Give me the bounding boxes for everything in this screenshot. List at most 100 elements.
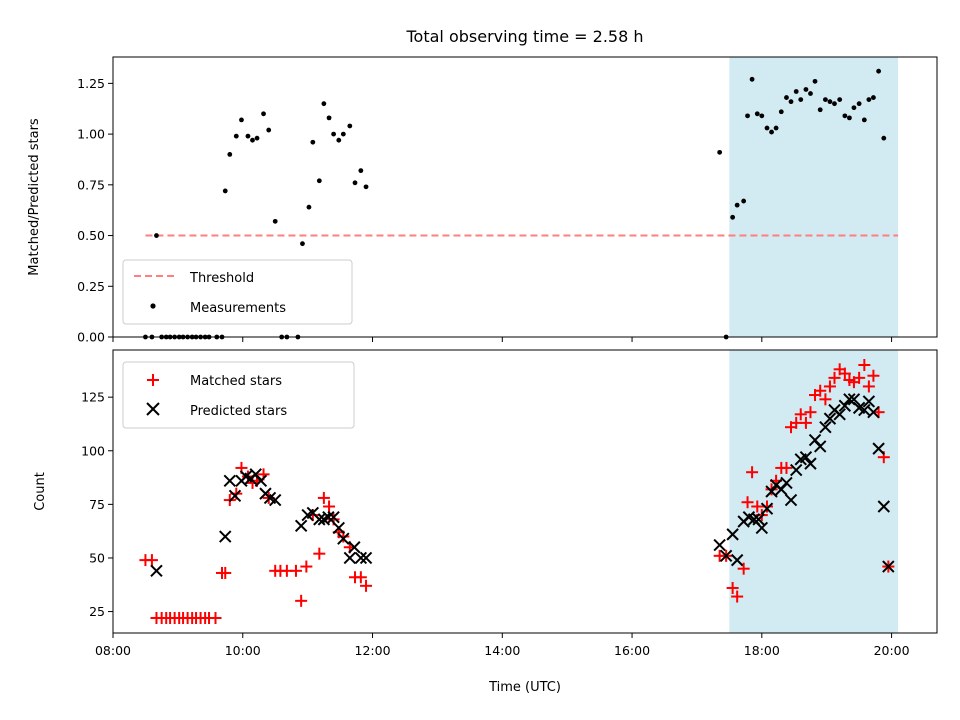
count-plot-frame: [112, 349, 938, 634]
matched-star-point: [862, 380, 875, 393]
measurement-point: [310, 139, 316, 145]
legend-predicted-swatch: [146, 402, 160, 416]
measurement-point: [759, 113, 765, 119]
matched-star-point: [853, 371, 866, 384]
measurement-point: [227, 151, 233, 157]
ratio-legend: Threshold Measurements: [122, 259, 353, 325]
predicted-star-point: [872, 442, 885, 455]
predicted-star-point: [294, 519, 308, 533]
legend-predicted-label: Predicted stars: [190, 404, 287, 419]
matched-star-point: [731, 590, 744, 603]
measurement-point: [798, 97, 804, 103]
observing-window-span-bottom: [729, 350, 899, 633]
measurement-point: [347, 123, 353, 129]
measurement-point: [803, 87, 809, 92]
predicted-star-point: [713, 538, 726, 552]
measurement-point: [769, 129, 774, 135]
ratio-y-tick-label: 0.75: [77, 177, 105, 192]
measurement-point: [358, 168, 364, 174]
predicted-star-point: [823, 412, 837, 425]
predicted-star-point: [882, 560, 895, 573]
measurement-point: [340, 131, 346, 137]
predicted-star-point: [780, 476, 793, 490]
measurement-point: [866, 97, 872, 103]
measurement-point: [222, 188, 228, 194]
predicted-star-point: [150, 564, 163, 578]
measurement-point: [856, 101, 862, 107]
matched-star-point: [746, 466, 759, 479]
ratio-y-axis-label: Matched/Predicted stars: [27, 118, 42, 276]
measurement-point: [871, 95, 876, 100]
measurement-point: [881, 135, 887, 141]
matched-star-point: [737, 562, 750, 575]
measurement-point: [352, 180, 358, 186]
measurement-point: [734, 202, 740, 208]
measurement-point: [272, 218, 278, 224]
measurement-point: [861, 117, 867, 123]
ratio-legend-box: [122, 259, 353, 325]
measurement-point: [363, 184, 369, 190]
predicted-star-point: [223, 474, 236, 487]
measurement-point: [754, 111, 760, 117]
predicted-star-point: [760, 502, 774, 515]
predicted-star-point: [877, 500, 891, 513]
predicted-star-point: [784, 493, 798, 507]
measurement-point: [851, 105, 857, 111]
measurement-point: [254, 135, 260, 141]
ratio-panel: 0.00 0.25 0.50 0.75 1.00 1.25 Matched/Predict…: [27, 56, 938, 345]
matched-star-point: [289, 564, 302, 577]
measurement-point: [233, 133, 239, 139]
measurement-point: [306, 204, 312, 210]
predicted-star-point: [354, 551, 368, 565]
measurement-point: [773, 125, 779, 131]
matched-star-point: [858, 359, 871, 372]
matched-star-point: [838, 367, 851, 380]
measurement-point: [827, 99, 833, 105]
predicted-star-point: [343, 551, 357, 565]
measurement-point: [326, 115, 332, 121]
x-axis-label: Time (UTC): [488, 680, 561, 695]
measurement-point: [336, 137, 342, 143]
measurement-point: [745, 113, 750, 119]
predicted-star-point: [804, 457, 817, 470]
matched-star-point: [360, 579, 373, 592]
measurement-point: [817, 107, 823, 113]
predicted-star-point: [219, 530, 232, 543]
x-tick-label: 20:00: [874, 643, 910, 658]
count-y-tick-label: 125: [81, 390, 105, 405]
count-legend: Matched stars Predicted stars: [122, 361, 355, 429]
predicted-star-point: [838, 399, 852, 412]
x-tick-label: 16:00: [614, 643, 650, 658]
measurement-point: [837, 97, 843, 103]
matched-star-point: [799, 416, 812, 429]
observing-window-span-top: [729, 57, 899, 337]
matched-star-point: [295, 594, 308, 607]
measurement-point: [793, 89, 799, 94]
matched-star-point: [761, 500, 774, 513]
predicted-star-point: [719, 549, 733, 563]
predicted-star-point: [858, 403, 871, 417]
predicted-star-point: [254, 474, 268, 487]
predicted-star-point: [268, 493, 282, 507]
predicted-star-point: [348, 541, 361, 554]
matched-star-point: [804, 406, 817, 419]
predicted-star-point: [313, 513, 326, 526]
matched-star-point: [794, 408, 807, 421]
predicted-star-point: [327, 511, 340, 524]
matched-star-point: [828, 371, 841, 384]
matched-star-point: [317, 491, 330, 504]
predicted-star-point: [322, 511, 335, 524]
predicted-star-point: [819, 420, 832, 434]
count-y-axis-label: Count: [33, 472, 48, 511]
predicted-star-point: [847, 393, 861, 406]
matched-star-point: [867, 369, 880, 382]
predicted-star-point: [814, 440, 827, 453]
measurement-point: [316, 178, 322, 184]
legend-matched-label: Matched stars: [190, 374, 282, 389]
ratio-y-tick-label: 1.25: [77, 76, 105, 91]
predicted-star-point: [337, 532, 350, 545]
legend-matched-swatch: [147, 374, 159, 386]
predicted-star-point: [789, 463, 803, 477]
measurement-point: [823, 97, 828, 103]
measurement-point: [154, 233, 159, 238]
